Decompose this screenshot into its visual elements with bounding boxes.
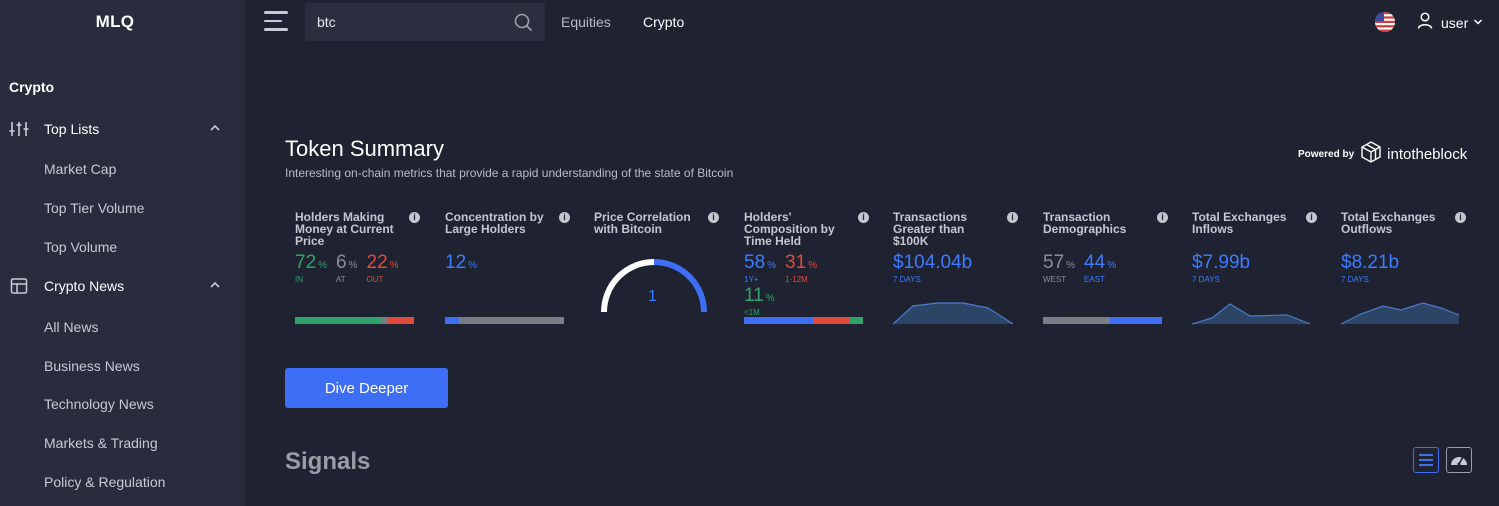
metric-card-inflows[interactable]: Total Exchanges Inflows i $7.99b 7 DAYS (1192, 211, 1317, 326)
info-icon[interactable]: i (1157, 212, 1168, 223)
metric-card-large-transactions[interactable]: Transactions Greater than $100K i $104.0… (893, 211, 1018, 326)
demographics-east-value: 44 (1084, 252, 1106, 273)
list-view-icon[interactable] (1413, 447, 1439, 473)
card-title: Price Correlation with Bitcoin (594, 210, 691, 236)
search-input[interactable] (317, 12, 507, 32)
demographics-west-value: 57 (1043, 252, 1065, 273)
holders-money-bar (295, 317, 414, 324)
outflows-period: 7 DAYS (1341, 275, 1369, 284)
metric-card-composition[interactable]: Holders' Composition by Time Held i 58% 1… (744, 211, 869, 326)
card-title: Total Exchanges Inflows (1192, 210, 1287, 236)
inflows-sparkline (1192, 303, 1311, 325)
card-title: Concentration by Large Holders (445, 210, 544, 236)
correlation-gauge (601, 259, 707, 313)
gauge-view-icon[interactable] (1446, 447, 1472, 473)
card-title: Transaction Demographics (1043, 210, 1127, 236)
powered-by-label: Powered by (1298, 149, 1355, 160)
inflows-period: 7 DAYS (1192, 275, 1220, 284)
search-icon[interactable] (514, 13, 533, 37)
composition-mid-value: 31 (785, 252, 807, 273)
signals-title: Signals (285, 448, 371, 475)
holders-out-value: 22 (366, 252, 388, 273)
correlation-value: 1 (648, 288, 657, 305)
user-name: user (1441, 15, 1469, 31)
card-title: Holders' Composition by Time Held (744, 210, 835, 248)
nav-tab-crypto[interactable]: Crypto (643, 14, 685, 30)
token-summary-subtitle: Interesting on-chain metrics that provid… (285, 166, 734, 180)
nav-tab-equities[interactable]: Equities (561, 14, 611, 30)
large-tx-period: 7 DAYS (893, 275, 921, 284)
holders-in-value: 72 (295, 252, 317, 273)
metric-card-holders-money[interactable]: Holders Making Money at Current Price i … (295, 211, 420, 326)
info-icon[interactable]: i (1007, 212, 1018, 223)
demographics-bar (1043, 317, 1162, 324)
composition-bar (744, 317, 863, 324)
info-icon[interactable]: i (1455, 212, 1466, 223)
sidebar-group-label: Top Lists (44, 121, 100, 137)
sidebar-item-market-cap[interactable]: Market Cap (44, 161, 117, 177)
user-menu[interactable]: user (1417, 12, 1483, 34)
info-icon[interactable]: i (559, 212, 570, 223)
sidebar: MLQ Crypto Top Lists Market Cap Top Tier… (0, 0, 245, 506)
dive-deeper-button[interactable]: Dive Deeper (285, 368, 448, 408)
card-title: Holders Making Money at Current Price (295, 210, 394, 248)
search-box (305, 3, 545, 41)
inflows-value: $7.99b (1192, 252, 1251, 273)
outflows-value: $8.21b (1341, 252, 1400, 273)
chevron-down-icon (1473, 14, 1483, 32)
sidebar-item-top-volume[interactable]: Top Volume (44, 239, 118, 255)
powered-by[interactable]: Powered by intotheblock (1298, 141, 1467, 168)
concentration-bar (445, 317, 564, 324)
intotheblock-logo-icon (1360, 141, 1382, 168)
composition-short-value: 11 (744, 285, 764, 306)
info-icon[interactable]: i (708, 212, 719, 223)
chevron-up-icon[interactable] (209, 121, 221, 139)
sidebar-item-policy-regulation[interactable]: Policy & Regulation (44, 474, 166, 490)
app-logo[interactable]: MLQ (95, 12, 135, 31)
large-tx-sparkline (893, 302, 1013, 325)
sidebar-group-top-lists[interactable]: Top Lists (9, 117, 225, 141)
token-summary-title: Token Summary (285, 136, 444, 161)
sidebar-item-all-news[interactable]: All News (44, 319, 99, 335)
card-title: Total Exchanges Outflows (1341, 210, 1436, 236)
chevron-up-icon[interactable] (209, 278, 221, 296)
metric-card-concentration[interactable]: Concentration by Large Holders i 12% (445, 211, 570, 326)
concentration-value: 12 (445, 252, 467, 273)
info-icon[interactable]: i (858, 212, 869, 223)
metric-card-correlation[interactable]: Price Correlation with Bitcoin i 1 (594, 211, 719, 326)
sidebar-group-crypto-news[interactable]: Crypto News (9, 274, 225, 298)
sidebar-group-label: Crypto News (44, 278, 125, 294)
large-tx-value: $104.04b (893, 252, 973, 273)
info-icon[interactable]: i (1306, 212, 1317, 223)
user-icon (1417, 12, 1433, 34)
outflows-sparkline (1341, 302, 1460, 325)
sidebar-item-markets-trading[interactable]: Markets & Trading (44, 435, 158, 451)
info-icon[interactable]: i (409, 212, 420, 223)
metric-card-demographics[interactable]: Transaction Demographics i 57% WEST 44% EA… (1043, 211, 1168, 326)
us-flag-icon[interactable] (1375, 12, 1395, 32)
metric-card-outflows[interactable]: Total Exchanges Outflows i $8.21b 7 DAYS (1341, 211, 1466, 326)
composition-long-value: 58 (744, 252, 766, 273)
holders-at-value: 6 (336, 252, 347, 273)
sliders-icon (9, 119, 29, 139)
card-title: Transactions Greater than $100K (893, 210, 968, 248)
menu-toggle-icon[interactable] (264, 11, 290, 33)
newspaper-icon (9, 276, 29, 296)
sidebar-item-technology-news[interactable]: Technology News (44, 396, 154, 412)
sidebar-section-title: Crypto (9, 79, 55, 95)
sidebar-item-business-news[interactable]: Business News (44, 358, 140, 374)
sidebar-item-top-tier-volume[interactable]: Top Tier Volume (44, 200, 145, 216)
brand-name: intotheblock (1387, 146, 1468, 163)
